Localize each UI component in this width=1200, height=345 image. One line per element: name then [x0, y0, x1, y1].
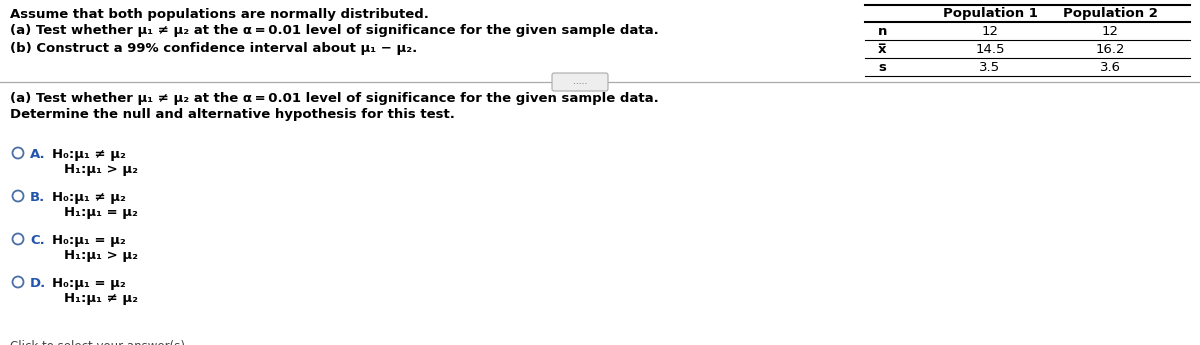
Text: 12: 12: [982, 25, 998, 38]
Text: D.: D.: [30, 277, 47, 290]
Text: x̅: x̅: [878, 43, 887, 56]
Text: H₀:μ₁ ≠ μ₂: H₀:μ₁ ≠ μ₂: [52, 148, 126, 161]
Text: 14.5: 14.5: [976, 43, 1004, 56]
Text: B.: B.: [30, 191, 46, 204]
Text: 3.6: 3.6: [1099, 61, 1121, 74]
Text: H₀:μ₁ = μ₂: H₀:μ₁ = μ₂: [52, 234, 126, 247]
Text: n: n: [878, 25, 887, 38]
Text: H₁:μ₁ > μ₂: H₁:μ₁ > μ₂: [64, 163, 138, 176]
Text: .....: .....: [572, 78, 587, 87]
Text: 16.2: 16.2: [1096, 43, 1124, 56]
Text: A.: A.: [30, 148, 46, 161]
Text: Population 2: Population 2: [1062, 7, 1158, 20]
Text: 12: 12: [1102, 25, 1118, 38]
Text: s: s: [878, 61, 886, 74]
Text: Click to select your answer(s).: Click to select your answer(s).: [10, 340, 188, 345]
FancyBboxPatch shape: [552, 73, 608, 91]
Text: Assume that both populations are normally distributed.: Assume that both populations are normall…: [10, 8, 428, 21]
Text: (a) Test whether μ₁ ≠ μ₂ at the α = 0.01 level of significance for the given sam: (a) Test whether μ₁ ≠ μ₂ at the α = 0.01…: [10, 24, 659, 37]
Text: H₀:μ₁ = μ₂: H₀:μ₁ = μ₂: [52, 277, 126, 290]
Text: Population 1: Population 1: [942, 7, 1038, 20]
Text: 3.5: 3.5: [979, 61, 1001, 74]
Text: Determine the null and alternative hypothesis for this test.: Determine the null and alternative hypot…: [10, 108, 455, 121]
Text: H₁:μ₁ ≠ μ₂: H₁:μ₁ ≠ μ₂: [64, 292, 138, 305]
Text: (a) Test whether μ₁ ≠ μ₂ at the α = 0.01 level of significance for the given sam: (a) Test whether μ₁ ≠ μ₂ at the α = 0.01…: [10, 92, 659, 105]
Text: H₀:μ₁ ≠ μ₂: H₀:μ₁ ≠ μ₂: [52, 191, 126, 204]
Text: (b) Construct a 99% confidence interval about μ₁ − μ₂.: (b) Construct a 99% confidence interval …: [10, 42, 418, 55]
Text: H₁:μ₁ = μ₂: H₁:μ₁ = μ₂: [64, 206, 138, 219]
Text: H₁:μ₁ > μ₂: H₁:μ₁ > μ₂: [64, 249, 138, 262]
Text: C.: C.: [30, 234, 44, 247]
